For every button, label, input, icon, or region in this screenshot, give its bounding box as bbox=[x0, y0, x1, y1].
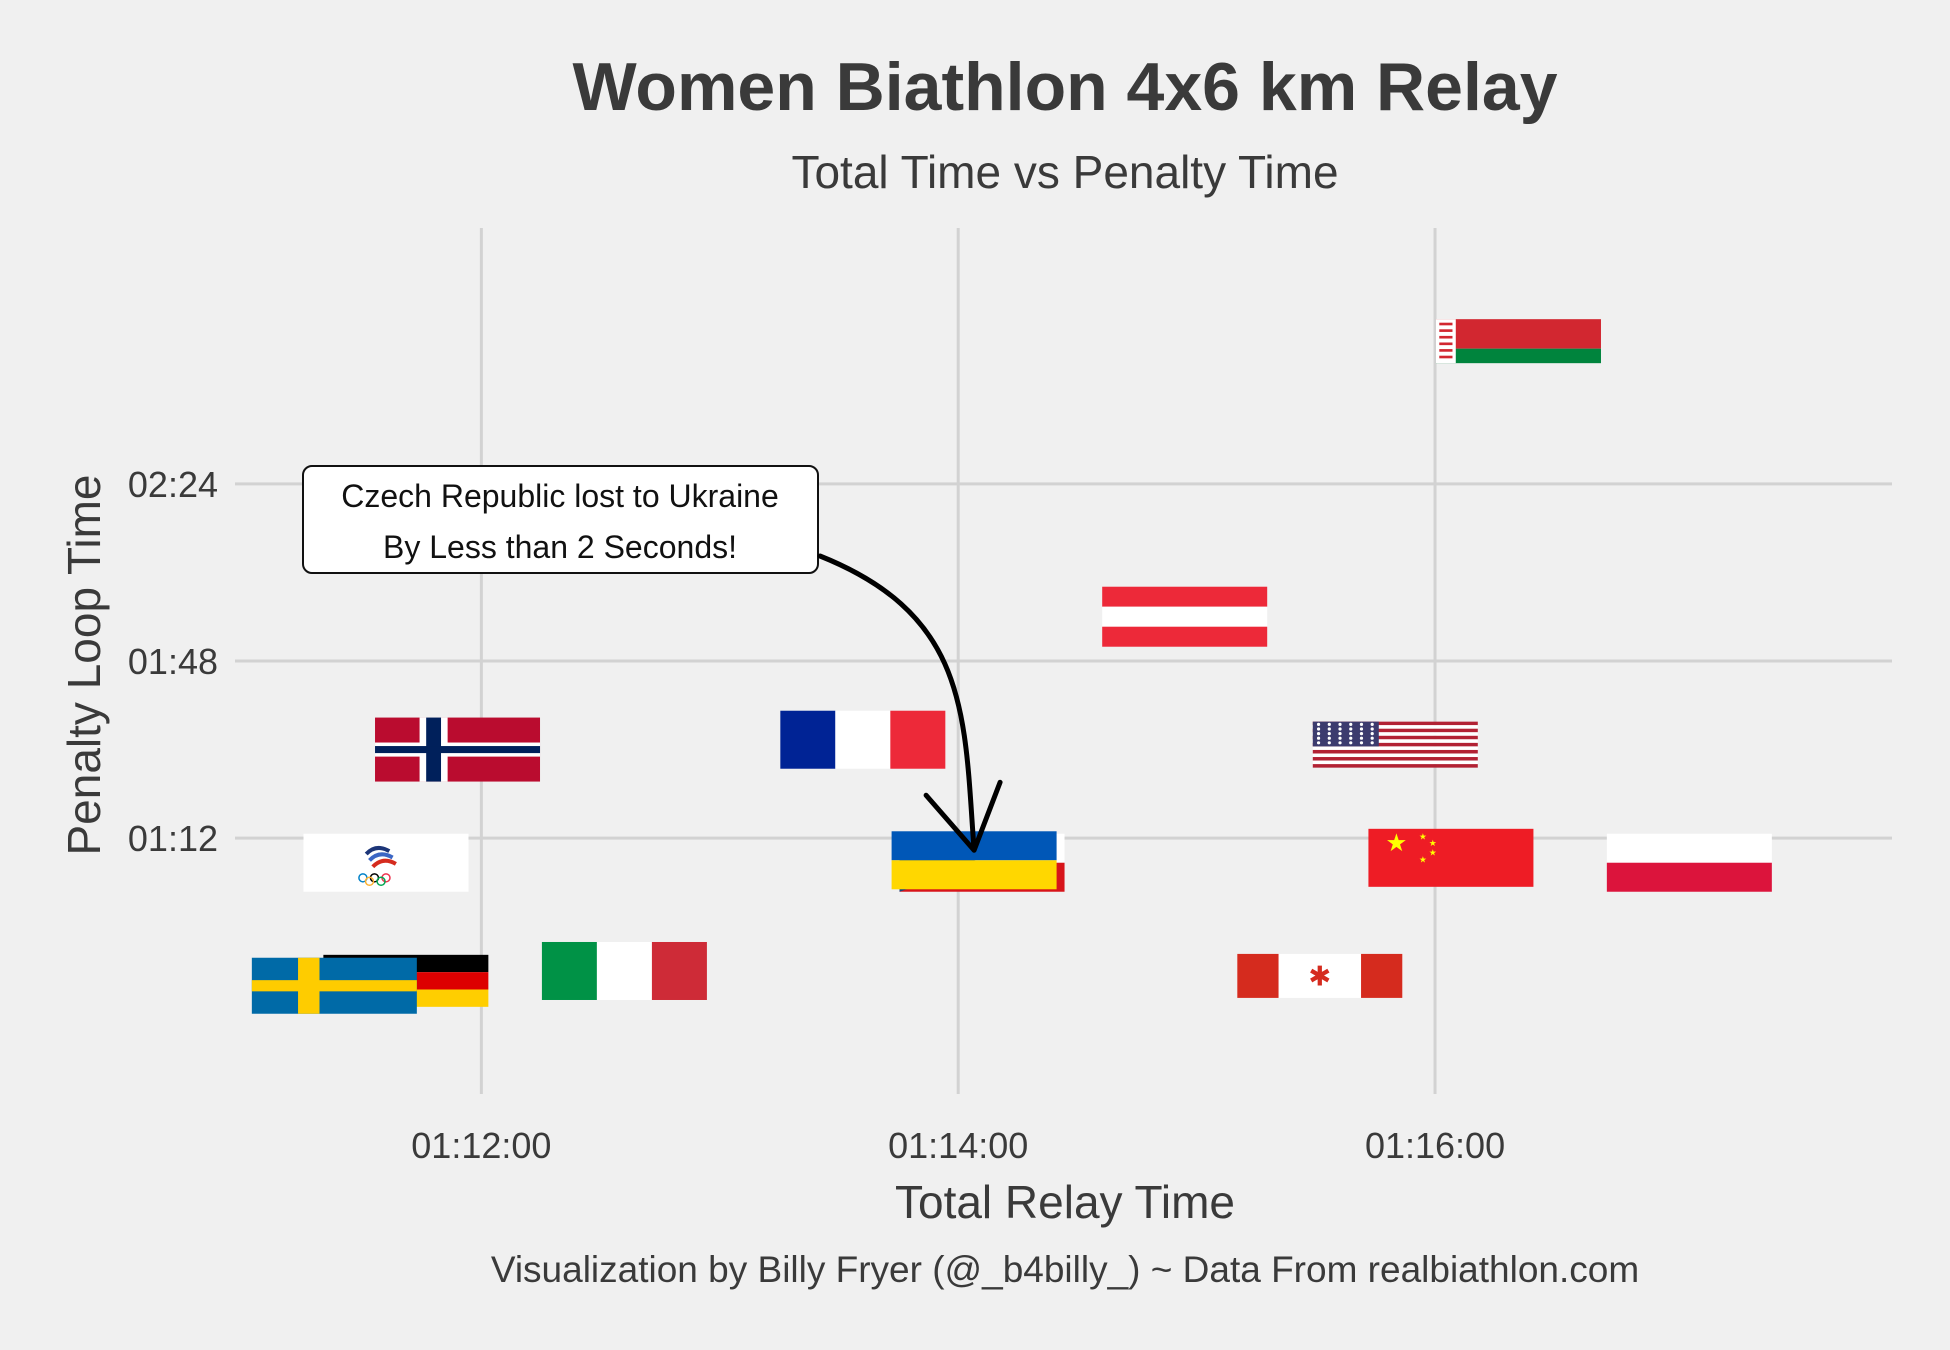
svg-text:★: ★ bbox=[1419, 855, 1427, 865]
annotation-line-1: Czech Republic lost to Ukraine bbox=[341, 478, 779, 514]
x-axis-title: Total Relay Time bbox=[895, 1176, 1235, 1228]
svg-text:★: ★ bbox=[1429, 839, 1437, 849]
annotation-box bbox=[302, 465, 819, 574]
x-tick-label: 01:14:00 bbox=[888, 1125, 1028, 1166]
flag-marker-canada: ✱ bbox=[1237, 953, 1403, 998]
flag-marker-poland bbox=[1606, 833, 1772, 892]
flag-marker-austria bbox=[1102, 586, 1268, 647]
chart-caption: Visualization by Billy Fryer (@_b4billy_… bbox=[491, 1249, 1639, 1290]
x-tick-label: 01:12:00 bbox=[411, 1125, 551, 1166]
svg-text:★: ★ bbox=[1386, 828, 1408, 857]
svg-text:★: ★ bbox=[1429, 848, 1437, 858]
annotation-layer: Czech Republic lost to Ukraine By Less t… bbox=[302, 465, 1003, 853]
svg-text:✱: ✱ bbox=[1308, 962, 1331, 993]
y-tick-label: 01:48 bbox=[128, 641, 218, 682]
annotation-line-2: By Less than 2 Seconds! bbox=[383, 529, 737, 565]
flag-marker-sweden bbox=[251, 957, 417, 1014]
svg-text:★: ★ bbox=[1419, 832, 1427, 842]
annotation-arrow bbox=[817, 553, 1003, 853]
y-axis-title: Penalty Loop Time bbox=[58, 474, 110, 855]
x-tick-label: 01:16:00 bbox=[1365, 1125, 1505, 1166]
flag-marker-russian-olympic-committee bbox=[303, 833, 469, 892]
chart-subtitle: Total Time vs Penalty Time bbox=[791, 146, 1338, 198]
chart-title: Women Biathlon 4x6 km Relay bbox=[572, 49, 1557, 125]
tick-layer: 01:12:00 01:14:00 01:16:00 01:12 01:48 02:24 bbox=[128, 464, 1505, 1166]
flag-marker-usa bbox=[1312, 721, 1478, 768]
flag-marker-france bbox=[780, 710, 946, 769]
y-tick-label: 01:12 bbox=[128, 818, 218, 859]
flag-marker-china: ★ ★★★★ bbox=[1368, 828, 1534, 887]
flag-layer: ★ ★★★★✱ bbox=[251, 319, 1772, 1014]
flag-marker-italy bbox=[541, 941, 707, 1000]
flag-marker-belarus bbox=[1435, 319, 1601, 364]
y-tick-label: 02:24 bbox=[128, 464, 218, 505]
flag-marker-norway bbox=[375, 717, 541, 782]
